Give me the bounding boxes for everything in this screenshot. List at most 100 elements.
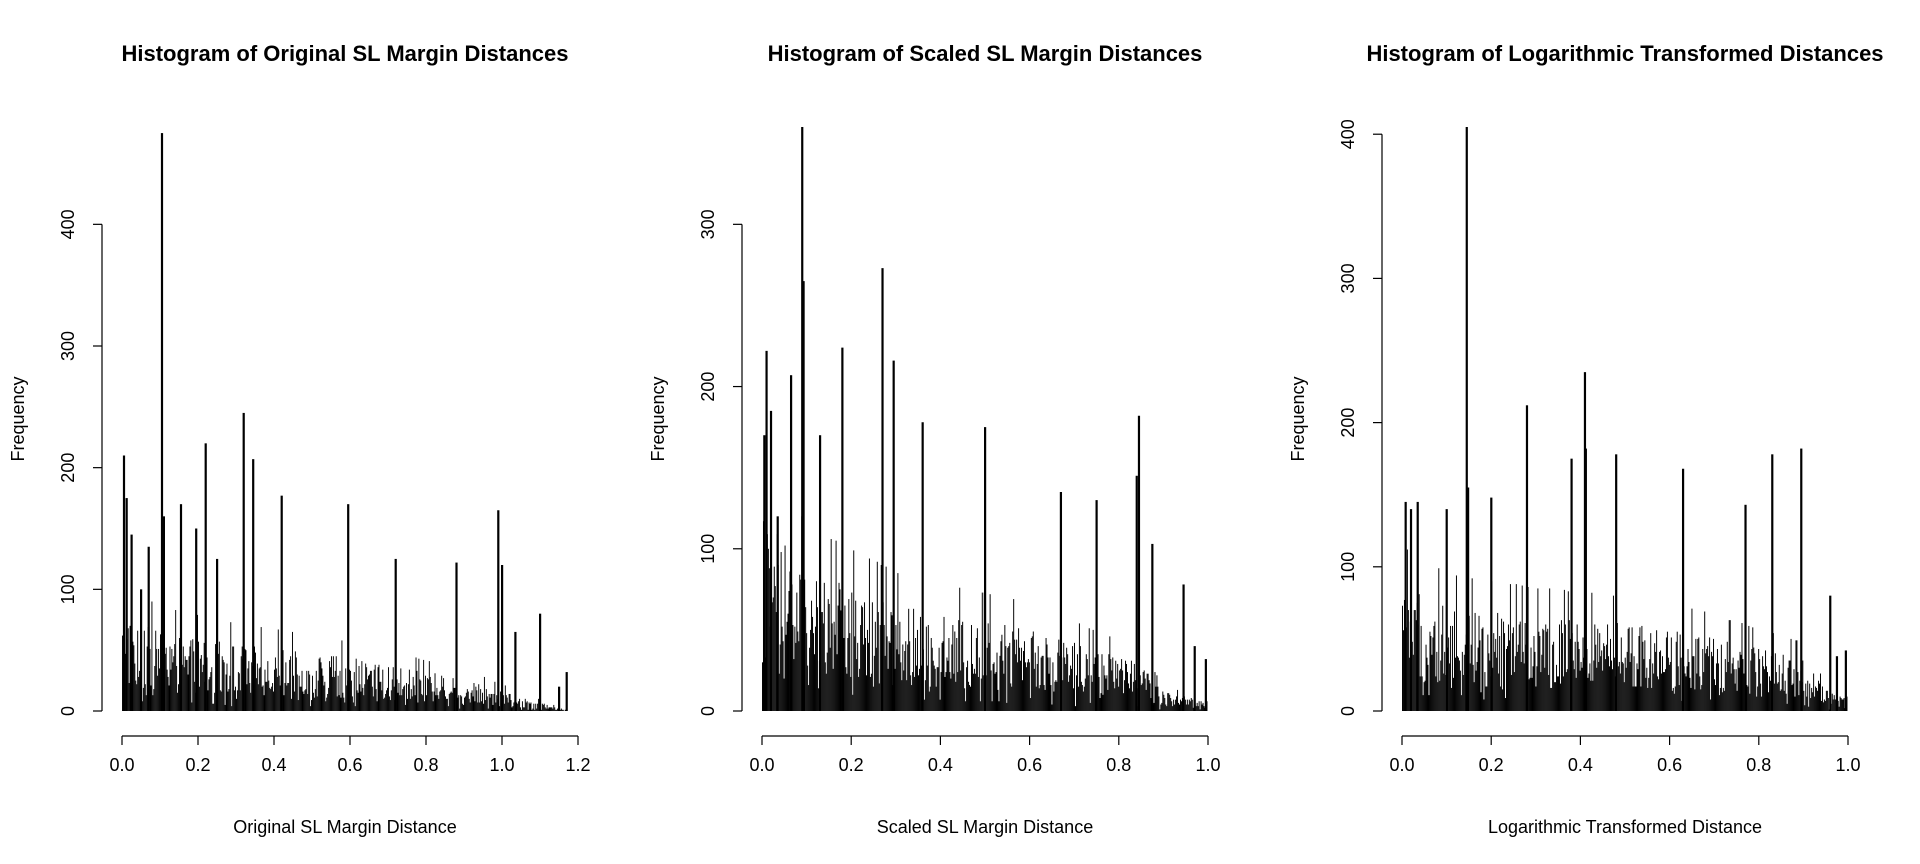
histogram-bar <box>1474 612 1476 711</box>
histogram-bar <box>274 657 276 711</box>
histogram-bar <box>1199 709 1201 711</box>
histogram-bar <box>128 683 130 711</box>
histogram-bar <box>828 603 830 711</box>
histogram-bar <box>1053 691 1055 711</box>
histogram-bar <box>951 644 953 711</box>
histogram-bar <box>531 709 533 711</box>
histogram-bar <box>1767 692 1769 711</box>
histogram-bar <box>788 590 790 711</box>
histogram-bar <box>526 701 528 711</box>
histogram-bar <box>1071 668 1073 711</box>
histogram-bar <box>867 642 869 711</box>
histogram-bar <box>392 667 394 711</box>
histogram-bar <box>1518 624 1520 711</box>
x-tick-label: 0.4 <box>928 755 953 775</box>
histogram-bar <box>1787 667 1789 711</box>
histogram-bar <box>1117 663 1119 711</box>
histogram-bar <box>1464 644 1466 711</box>
histogram-bar <box>1536 666 1538 711</box>
histogram-bar <box>303 693 305 711</box>
histogram-bar <box>325 701 327 711</box>
histogram-bar <box>1626 651 1628 711</box>
histogram-bar <box>1577 641 1579 711</box>
histogram-bar <box>388 696 390 711</box>
histogram-bar <box>1534 651 1536 711</box>
histogram-bar <box>955 681 957 711</box>
histogram-bar <box>1812 692 1814 711</box>
histogram-bar <box>1690 687 1692 711</box>
histogram-bar <box>522 707 524 711</box>
histogram-bar <box>1462 674 1464 711</box>
histogram-bar <box>930 638 932 711</box>
histogram-bar <box>1638 636 1640 711</box>
histogram-bar <box>1113 681 1115 711</box>
histogram-bar <box>1179 704 1180 711</box>
histogram-bar <box>345 668 347 711</box>
histogram-bar <box>1527 586 1529 711</box>
histogram-bar <box>1751 648 1753 711</box>
histogram-bar <box>359 684 361 711</box>
histogram-bar <box>915 638 917 711</box>
histogram-bar <box>918 668 920 711</box>
histogram-peak-bar <box>179 504 183 711</box>
histogram-bar <box>463 704 464 711</box>
histogram-bar <box>1181 698 1183 711</box>
histogram-bar <box>1610 638 1611 711</box>
histogram-bar <box>358 665 360 711</box>
histogram-bar <box>1087 675 1089 711</box>
histogram-bar <box>1033 668 1035 711</box>
histogram-bar <box>462 703 464 711</box>
histogram-bar <box>552 708 554 711</box>
histogram-bar <box>343 697 345 711</box>
histogram-bar <box>989 594 991 711</box>
histogram-bar <box>774 586 776 711</box>
histogram-bar <box>1179 699 1181 711</box>
histogram-bar <box>264 669 266 711</box>
histogram-bar <box>486 696 488 711</box>
histogram-bar <box>233 646 235 711</box>
histogram-bar <box>440 690 442 711</box>
histogram-bar <box>1599 633 1601 711</box>
histogram-bar <box>257 684 259 711</box>
histogram-peak-bar <box>501 565 504 711</box>
histogram-peak-bar <box>921 422 924 711</box>
histogram-bar <box>337 675 339 711</box>
histogram-bar <box>492 704 494 711</box>
histogram-bar <box>1070 665 1072 711</box>
histogram-peak-bar <box>565 672 568 711</box>
histogram-bar <box>855 600 857 711</box>
histogram-bar <box>898 654 900 711</box>
histogram-bar <box>1090 675 1092 711</box>
histogram-bar <box>1608 656 1610 711</box>
histogram-bar <box>1083 686 1085 711</box>
histogram-bar <box>368 675 369 711</box>
histogram-bar <box>153 689 155 711</box>
histogram-bar <box>1714 679 1716 711</box>
histogram-bar <box>1657 676 1659 711</box>
histogram-bar <box>883 625 885 711</box>
histogram-bar <box>433 691 435 711</box>
x-tick-label: 1.0 <box>489 755 514 775</box>
histogram-bar <box>1817 690 1819 711</box>
histogram-bar <box>933 665 935 711</box>
histogram-bar <box>1141 683 1143 711</box>
histogram-bar <box>1736 690 1738 711</box>
histogram-bar <box>423 659 425 711</box>
histogram-bar <box>808 685 810 711</box>
histogram-bar <box>987 623 989 711</box>
histogram-bar <box>1688 661 1690 711</box>
x-tick-label: 0.2 <box>839 755 864 775</box>
histogram-bar <box>523 707 525 711</box>
histogram-bar <box>200 655 202 711</box>
histogram-bar <box>320 662 322 711</box>
histogram-bar <box>1190 698 1192 711</box>
histogram-bar <box>923 699 925 711</box>
histogram-bar <box>1600 656 1602 711</box>
histogram-bar <box>427 679 429 711</box>
histogram-bar <box>469 702 471 711</box>
histogram-bar <box>1524 623 1526 711</box>
histogram-bar <box>1540 672 1542 711</box>
histogram-bar <box>268 680 270 711</box>
histogram-bar <box>379 681 381 711</box>
histogram-bar <box>829 647 831 711</box>
